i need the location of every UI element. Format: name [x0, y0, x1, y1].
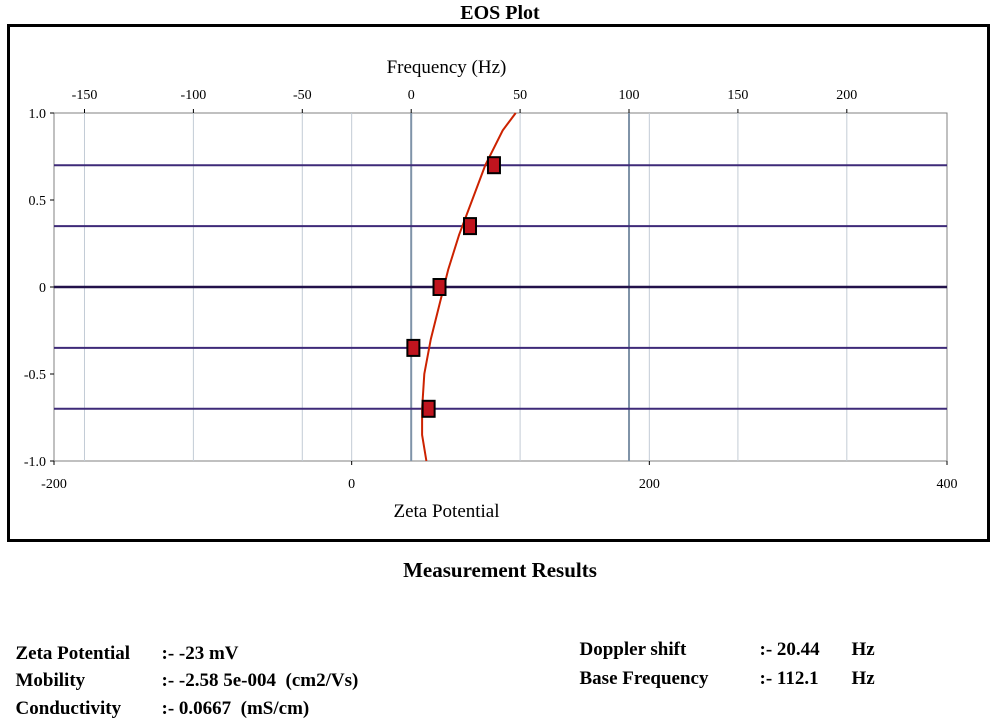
data-point-marker: [421, 399, 436, 418]
y-axis-tick-label: 0: [39, 281, 46, 296]
bottom-axis-title: Zeta Potential: [393, 501, 499, 522]
y-axis-tick-label: 1.0: [29, 107, 47, 122]
top-axis-tick-label: 150: [727, 88, 748, 103]
bottom-axis-tick-label: 200: [639, 477, 660, 492]
top-axis-tick-label: 200: [836, 88, 857, 103]
top-axis-tick-label: -50: [293, 88, 312, 103]
result-base-frequency: Base Frequency :- 112.1 Hz: [570, 644, 875, 690]
result-value: :- -2.58 5e-004 (cm2/Vs): [161, 670, 359, 691]
y-axis-tick-label: 0.5: [29, 194, 47, 209]
result-zeta-potential: Zeta Potential :- -23 mV: [6, 619, 239, 665]
eos-plot: -150 -100 -50 0 50 100 150 200 Frequency (Hz) -20…: [24, 57, 958, 522]
result-value: :- 20.44: [759, 639, 820, 660]
results-title: Measurement Results: [403, 558, 597, 582]
plot-frame: [7, 24, 990, 542]
data-point-marker: [432, 278, 447, 296]
result-label: Zeta Potential: [15, 643, 131, 664]
result-label: Mobility: [15, 670, 86, 691]
y-axis-tick-label: -1.0: [24, 455, 46, 470]
top-axis-title: Frequency (Hz): [387, 57, 507, 78]
bottom-axis-tick-label: -200: [41, 477, 67, 492]
result-value: :- 112.1: [759, 668, 819, 689]
top-axis-tick-label: 50: [513, 88, 527, 103]
result-conductivity: Conductivity :- 0.0667 (mS/cm): [6, 674, 310, 720]
result-value: :- 0.0667 (mS/cm): [161, 698, 310, 719]
bottom-axis-tick-label: 400: [937, 477, 958, 492]
result-label: Base Frequency: [579, 668, 709, 689]
result-unit: Hz: [851, 639, 875, 660]
bottom-axis-tick-label: 0: [348, 477, 355, 492]
result-unit: Hz: [851, 668, 875, 689]
result-label: Conductivity: [15, 698, 122, 719]
result-mobility: Mobility :- -2.58 5e-004 (cm2/Vs): [6, 646, 359, 692]
top-axis-tick-label: 100: [619, 88, 640, 103]
top-axis-tick-label: 0: [408, 88, 415, 103]
top-axis-tick-label: -150: [72, 88, 98, 103]
top-axis-tick-label: -100: [181, 88, 207, 103]
result-value: :- -23 mV: [161, 643, 239, 664]
plot-title: EOS Plot: [460, 2, 540, 24]
data-point-marker: [406, 338, 421, 357]
data-point-marker: [463, 217, 478, 236]
result-doppler-shift: Doppler shift :- 20.44 Hz: [570, 615, 875, 661]
result-label: Doppler shift: [579, 639, 687, 660]
y-axis-tick-label: -0.5: [24, 368, 46, 383]
data-point-marker: [486, 156, 501, 175]
